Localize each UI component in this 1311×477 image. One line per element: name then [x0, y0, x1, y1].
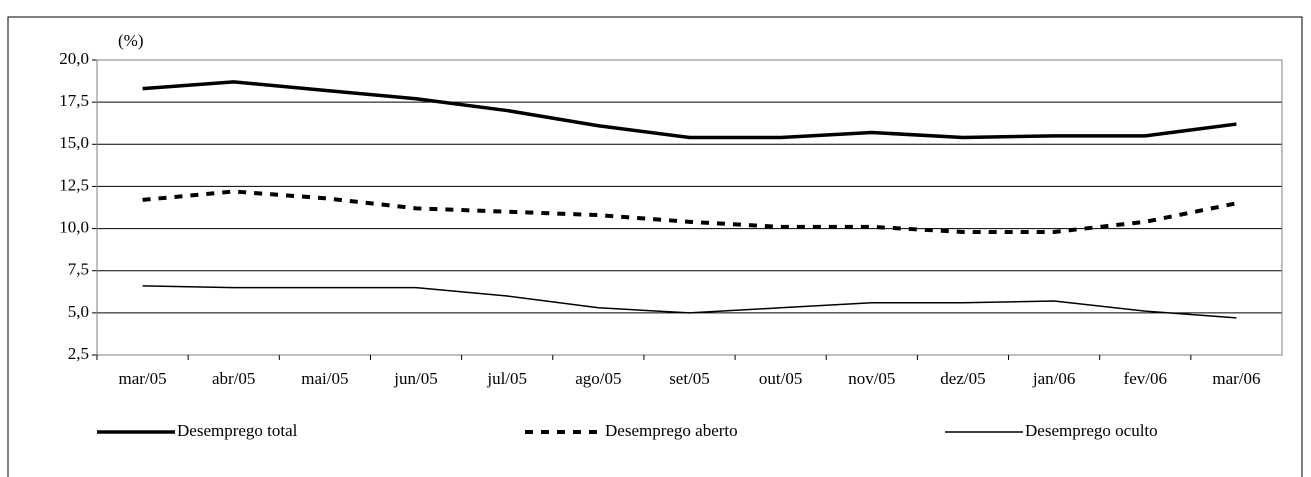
x-tick-label: mar/05 [118, 369, 166, 388]
y-unit-label: (%) [118, 31, 143, 50]
y-tick-label: 2,5 [68, 344, 89, 363]
x-tick-label: dez/05 [940, 369, 985, 388]
y-tick-label: 7,5 [68, 260, 89, 279]
x-tick-label: nov/05 [848, 369, 895, 388]
legend-label: Desemprego total [177, 421, 298, 440]
x-tick-label: mar/06 [1212, 369, 1260, 388]
x-tick-label: fev/06 [1124, 369, 1167, 388]
x-tick-label: set/05 [669, 369, 710, 388]
series-line [142, 189, 1237, 234]
x-tick-label: ago/05 [575, 369, 621, 388]
series-line [142, 80, 1237, 140]
y-tick-label: 15,0 [59, 133, 89, 152]
series-line [142, 285, 1237, 319]
y-tick-label: 17,5 [59, 91, 89, 110]
y-tick-label: 5,0 [68, 302, 89, 321]
y-tick-label: 12,5 [59, 175, 89, 194]
x-tick-label: jan/06 [1032, 369, 1076, 388]
x-tick-label: jul/05 [486, 369, 527, 388]
x-tick-label: mai/05 [301, 369, 348, 388]
x-tick-label: abr/05 [212, 369, 255, 388]
x-tick-label: jun/05 [393, 369, 437, 388]
y-tick-label: 20,0 [59, 49, 89, 68]
frame [7, 16, 1303, 477]
legend-label: Desemprego aberto [605, 421, 738, 440]
y-tick-label: 10,0 [59, 217, 89, 236]
plot-area [96, 59, 1283, 356]
legend-label: Desemprego oculto [1025, 421, 1158, 440]
x-tick-label: out/05 [759, 369, 802, 388]
